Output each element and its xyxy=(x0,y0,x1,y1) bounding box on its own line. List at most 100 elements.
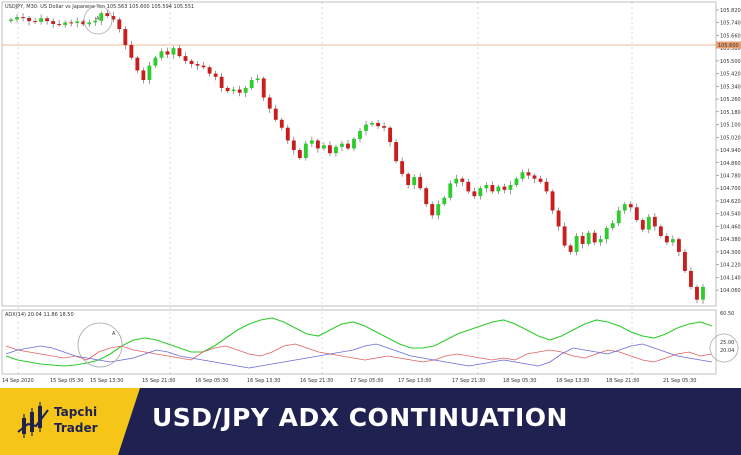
price-tick-label: 104.940 xyxy=(720,148,741,154)
candle-body xyxy=(676,239,681,252)
candle-body xyxy=(213,73,218,77)
candle-body xyxy=(189,60,194,65)
candle-body xyxy=(225,87,230,92)
candle-body xyxy=(442,197,447,205)
price-tick-label: 104.460 xyxy=(720,224,741,230)
candle-body xyxy=(267,97,272,109)
time-tick-label: 16 Sep 05:30 xyxy=(195,378,228,384)
candle-body xyxy=(622,204,627,211)
candle-body xyxy=(111,16,116,20)
price-tick-label: 105.660 xyxy=(720,33,741,39)
adx-tick-label: 60.50 xyxy=(720,311,734,317)
candle-body xyxy=(466,181,471,192)
candle-body xyxy=(105,13,110,17)
time-tick-label: 21 Sep 05:30 xyxy=(663,378,696,384)
current-price-label: 105.600 xyxy=(718,43,739,49)
candle-body xyxy=(376,122,380,127)
candle-body xyxy=(502,186,507,190)
candle-body xyxy=(135,57,140,71)
candle-body xyxy=(562,226,567,246)
price-tick-label: 105.580 xyxy=(720,46,741,52)
candle-body xyxy=(358,130,362,139)
price-tick-label: 105.500 xyxy=(720,59,741,65)
candle-body xyxy=(683,251,687,271)
candle-body xyxy=(315,140,320,149)
logo-panel: Tapchi Trader xyxy=(0,388,140,455)
candle-body xyxy=(628,204,633,208)
candle-body xyxy=(544,181,549,192)
candle-body xyxy=(532,175,537,179)
price-tick-label: 104.060 xyxy=(720,288,741,294)
candle-body xyxy=(568,245,573,252)
candle-body xyxy=(303,143,308,158)
candle-body xyxy=(460,178,465,182)
candle-body xyxy=(424,188,429,205)
candle-body xyxy=(219,76,224,88)
candle-body xyxy=(406,173,411,186)
logo-text: Tapchi Trader xyxy=(54,404,98,436)
price-tick-label: 104.380 xyxy=(720,237,741,243)
price-tick-label: 104.780 xyxy=(720,173,741,179)
candle-body xyxy=(412,177,417,186)
candle-body xyxy=(261,78,266,98)
candle-body xyxy=(472,191,477,197)
candle-body xyxy=(382,126,387,128)
candle-body xyxy=(69,22,74,24)
adx-indicator: ADX(14) 20.04 11.86 18.50 60.50 25.00 20.04… xyxy=(5,311,739,369)
price-tick-label: 105.420 xyxy=(720,72,741,78)
adx-series-line xyxy=(5,317,713,367)
candle-body xyxy=(33,21,38,23)
candle-body xyxy=(81,21,86,25)
candle-body xyxy=(141,70,146,80)
adx-title: ADX(14) 20.04 11.86 18.50 xyxy=(5,312,74,318)
candle-body xyxy=(652,216,657,227)
candle-body xyxy=(610,223,615,229)
candle-body xyxy=(352,138,356,149)
price-tick-label: 105.740 xyxy=(720,21,741,27)
candle-body xyxy=(129,44,134,58)
annotation-label: A xyxy=(96,16,100,22)
candle-body xyxy=(484,185,489,189)
candle-body xyxy=(370,122,374,125)
time-tick-label: 15 Sep 13:30 xyxy=(90,378,123,384)
price-panel-frame xyxy=(1,1,717,307)
candle-body xyxy=(309,140,314,144)
candle-body xyxy=(394,142,399,162)
price-tick-label: 104.140 xyxy=(720,275,741,281)
candle-body xyxy=(664,235,669,243)
chart-title: USDJPY, M30: US Dollar vs Japanese Yen 1… xyxy=(5,4,194,10)
candle-body xyxy=(237,89,242,93)
candle-body xyxy=(87,22,92,25)
candle-body xyxy=(340,143,344,147)
candle-body xyxy=(388,127,393,143)
candle-body xyxy=(51,21,56,24)
candle-body xyxy=(207,67,212,74)
candle-body xyxy=(592,232,597,243)
time-tick-label: 15 Sep 05:30 xyxy=(50,378,83,384)
adx-series-line xyxy=(5,343,713,369)
candle-body xyxy=(496,186,501,192)
footer-banner: Tapchi Trader USD/JPY ADX CONTINUATION xyxy=(0,388,741,455)
candle-body xyxy=(75,21,80,24)
candle-body xyxy=(586,232,591,244)
candle-body xyxy=(273,108,278,120)
candle-body xyxy=(430,204,435,216)
time-tick-label: 17 Sep 05:30 xyxy=(350,378,383,384)
price-tick-label: 105.180 xyxy=(720,110,741,116)
logo-line-2: Trader xyxy=(54,421,98,435)
logo-background xyxy=(0,388,140,455)
candle-body xyxy=(448,183,453,198)
candle-series: A xyxy=(9,5,705,304)
price-tick-label: 104.540 xyxy=(720,212,741,218)
adx-tick-label: 20.04 xyxy=(720,348,734,354)
candle-body xyxy=(598,239,603,243)
price-tick-label: 105.340 xyxy=(720,84,741,90)
price-tick-label: 105.020 xyxy=(720,135,741,141)
time-tick-label: 15 Sep 21:30 xyxy=(142,378,175,384)
candle-body xyxy=(15,17,19,20)
price-tick-label: 104.620 xyxy=(720,199,741,205)
candle-body xyxy=(646,216,651,230)
candle-body xyxy=(243,87,248,93)
time-tick-label: 14 Sep 2020 xyxy=(2,378,34,384)
candle-body xyxy=(57,23,62,25)
